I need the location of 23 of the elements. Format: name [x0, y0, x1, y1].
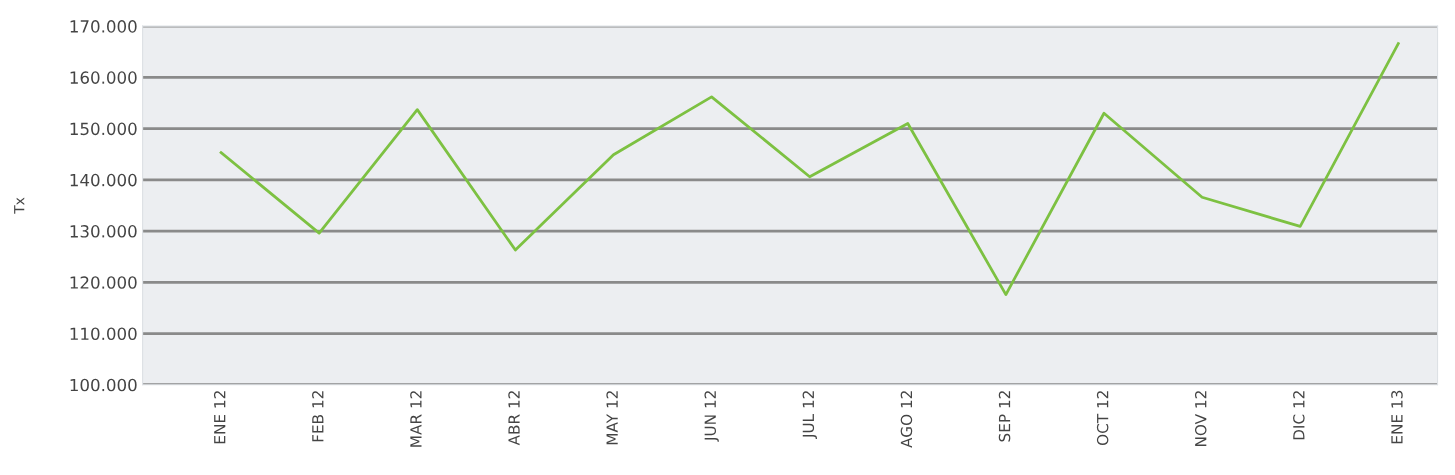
- x-tick-label: MAR 12: [410, 391, 422, 447]
- x-tick-label: ENE 12: [213, 391, 226, 444]
- x-tick-label: SEP 12: [998, 391, 1011, 442]
- x-tick-label: JUL 12: [802, 391, 817, 439]
- x-tick-label: AGO 12: [900, 391, 913, 448]
- y-tick-label: 100.000: [70, 378, 137, 392]
- y-tick-label: 150.000: [70, 122, 137, 136]
- x-tick-label: OCT 12: [1096, 391, 1109, 446]
- x-tick-label: ABR 12: [508, 391, 520, 446]
- y-axis-title: Tx: [14, 197, 25, 214]
- y-tick-label: 160.000: [70, 71, 137, 84]
- line-series: [219, 42, 1400, 296]
- y-tick-label: 140.000: [70, 173, 137, 187]
- x-tick-label: ENE 13: [1391, 390, 1403, 444]
- y-tick-label: 170.000: [70, 20, 137, 33]
- y-tick-label: 110.000: [70, 327, 137, 341]
- x-tick-label: JUN 12: [704, 391, 719, 442]
- y-tick-label: 130.000: [70, 225, 137, 238]
- x-tick-label: MAY 12: [606, 391, 618, 445]
- x-tick-label: FEB 12: [312, 391, 324, 442]
- x-tick-label: DIC 12: [1293, 391, 1305, 440]
- x-tick-label: NOV 12: [1194, 391, 1207, 447]
- y-tick-label: 120.000: [70, 276, 137, 289]
